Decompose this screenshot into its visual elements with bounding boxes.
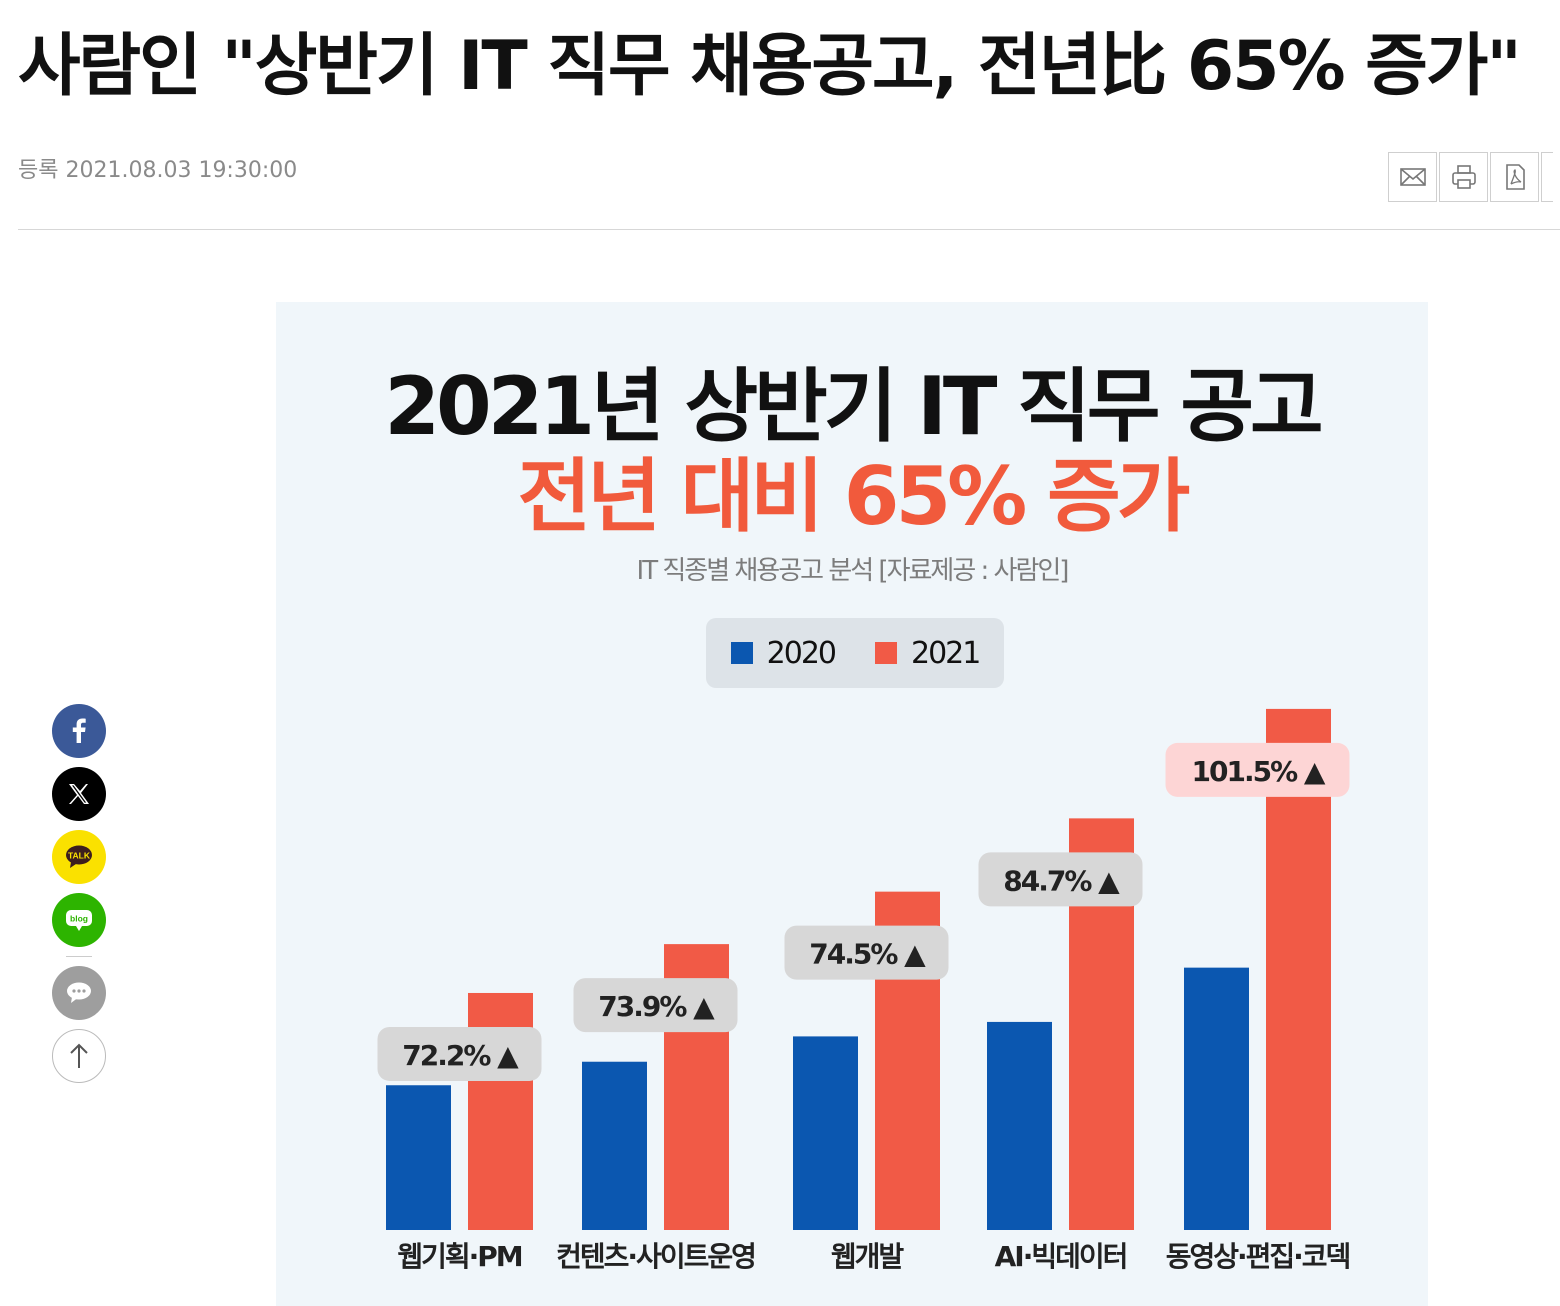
- scroll-top-icon: [70, 1043, 88, 1068]
- kakaotalk-label: TALK: [68, 851, 91, 861]
- bar-2020-3: [793, 1036, 858, 1230]
- mail-icon: [1399, 168, 1426, 186]
- legend-swatch-2021: [875, 642, 897, 664]
- figure-subtitle: 전년 대비 65% 증가: [517, 450, 1191, 543]
- annotation-badge-3: [784, 925, 949, 980]
- registered-label: 등록: [18, 158, 59, 183]
- annotation-badge-2: [573, 978, 738, 1033]
- figure-title: 2021년 상반기 IT 직무 공고: [384, 360, 1323, 453]
- pdf-button[interactable]: [1490, 152, 1539, 202]
- registered-datetime: 2021.08.03 19:30:00: [65, 158, 298, 183]
- share-separator: [66, 956, 92, 957]
- annotation-badge-4: [978, 852, 1143, 907]
- article-headline: 사람인 "상반기 IT 직무 채용공고, 전년比 65% 증가": [18, 27, 1522, 106]
- facebook-icon: [72, 718, 86, 743]
- legend-item-2021: 2021: [875, 635, 981, 671]
- figure-source: IT 직종별 채용공고 분석 [자료제공 : 사람인]: [636, 556, 1070, 586]
- category-label-4: AI·빅데이터: [995, 1240, 1127, 1273]
- comment-icon: [67, 982, 91, 1003]
- x-icon: [69, 784, 89, 804]
- email-button[interactable]: [1388, 152, 1437, 202]
- bar-2020-5: [1184, 967, 1249, 1230]
- pdf-icon: [1505, 164, 1525, 190]
- article-toolbar: [1388, 152, 1555, 202]
- annotation-label-5: 101.5% ▲: [1192, 755, 1326, 788]
- annotation-label-4: 84.7% ▲: [1003, 864, 1120, 897]
- kakaotalk-icon: TALK: [66, 845, 92, 868]
- naver-blog-share-button[interactable]: blog: [52, 893, 106, 947]
- kakaotalk-share-button[interactable]: TALK: [52, 830, 106, 884]
- print-button[interactable]: [1439, 152, 1488, 202]
- bar-2020-4: [987, 1021, 1052, 1230]
- print-icon: [1451, 165, 1476, 189]
- comment-button[interactable]: [52, 966, 106, 1020]
- annotation-label-3: 74.5% ▲: [809, 938, 926, 971]
- share-bar: TALK blog: [52, 704, 108, 1092]
- annotation-label-1: 72.2% ▲: [402, 1039, 519, 1072]
- category-label-3: 웹개발: [831, 1240, 905, 1273]
- more-button[interactable]: [1541, 152, 1553, 202]
- naver-blog-icon: blog: [66, 910, 92, 931]
- category-label-2: 컨텐츠·사이트운영: [556, 1240, 755, 1273]
- legend-label-2021: 2021: [911, 635, 981, 671]
- annotation-label-2: 73.9% ▲: [598, 990, 715, 1023]
- category-label-1: 웹기획·PM: [397, 1240, 521, 1273]
- infographic: 2021년 상반기 IT 직무 공고 전년 대비 65% 증가 IT 직종별 채…: [276, 302, 1428, 1306]
- bar-2020-2: [582, 1061, 647, 1230]
- legend-label-2020: 2020: [766, 635, 837, 671]
- article-meta: 등록 2021.08.03 19:30:00: [18, 152, 297, 184]
- bar-chart: 72.2% ▲ 웹기획·PM 73.9% ▲ 컨텐츠·사이트운영 74.5% ▲ 웹개발 8…: [377, 708, 1352, 1273]
- naver-blog-label: blog: [70, 914, 88, 924]
- legend-swatch-2020: [730, 642, 753, 664]
- x-share-button[interactable]: [52, 767, 106, 821]
- header-divider: [18, 229, 1560, 230]
- category-label-5: 동영상·편집·코덱: [1166, 1240, 1350, 1273]
- facebook-share-button[interactable]: [52, 704, 106, 758]
- scroll-top-button[interactable]: [52, 1029, 106, 1083]
- bar-2020-1: [386, 1085, 451, 1230]
- chart-legend: 2020 2021: [706, 618, 1004, 688]
- annotation-badge-1: [377, 1026, 542, 1081]
- annotation-badge-5: [1165, 742, 1350, 797]
- legend-item-2020: 2020: [730, 635, 837, 671]
